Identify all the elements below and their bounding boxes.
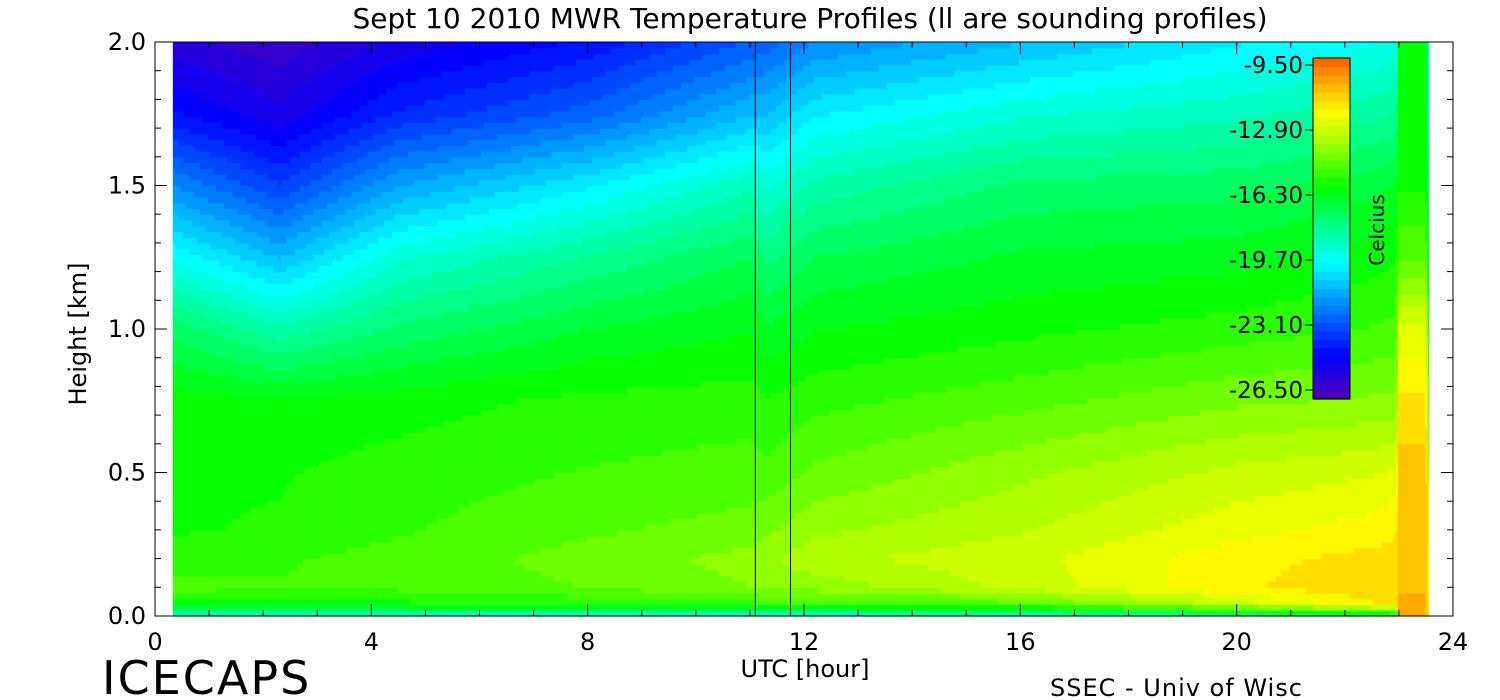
chart-title: Sept 10 2010 MWR Temperature Profiles (l… — [352, 2, 1267, 35]
